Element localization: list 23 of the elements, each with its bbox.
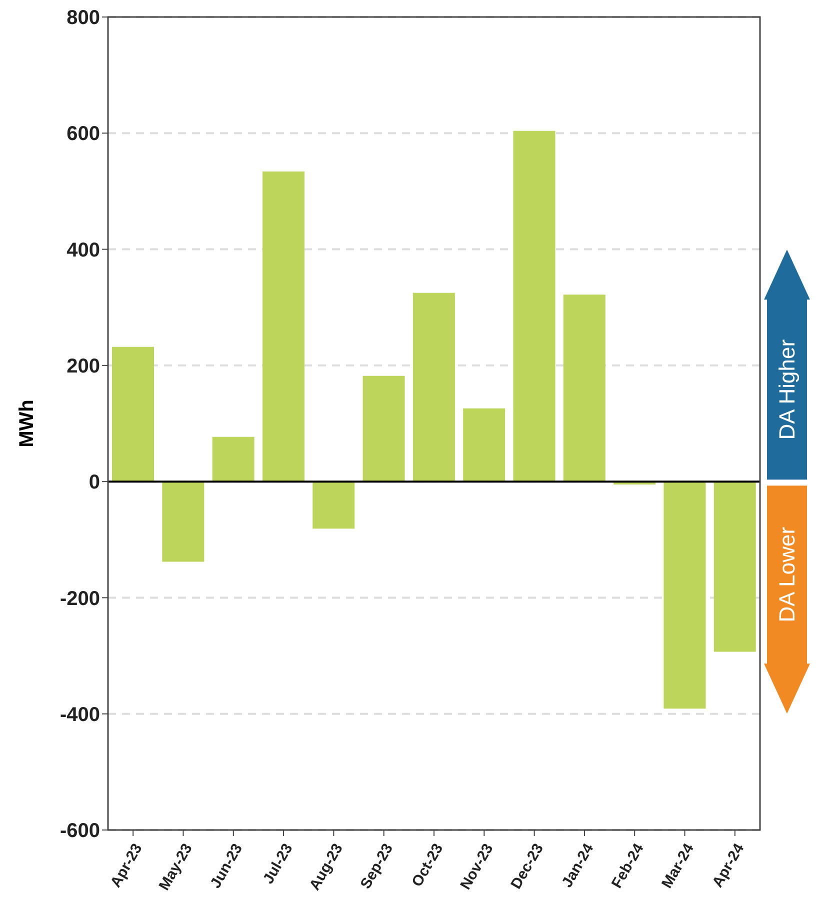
y-tick-label: -600 [60,820,100,842]
y-tick-label: 200 [66,356,100,378]
y-axis-title: MWh [16,400,38,448]
bar [362,376,405,482]
y-tick-label: 0 [88,472,100,494]
bar [513,130,556,482]
bar [463,408,506,482]
text: DA Higher [774,339,800,440]
y-tick-label: 600 [66,123,100,146]
y-tick-label: -400 [60,704,100,726]
text: DA Lower [774,526,800,622]
y-tick-label: -200 [60,588,100,610]
bar [112,346,154,482]
bar [162,482,204,562]
bar [664,482,706,709]
bar [212,436,254,482]
bar [714,482,756,652]
y-tick-label: 400 [66,239,100,262]
bar [412,292,455,482]
bar [312,482,355,529]
y-tick-label: 800 [66,7,100,30]
bar [262,171,304,482]
bar [563,294,606,482]
